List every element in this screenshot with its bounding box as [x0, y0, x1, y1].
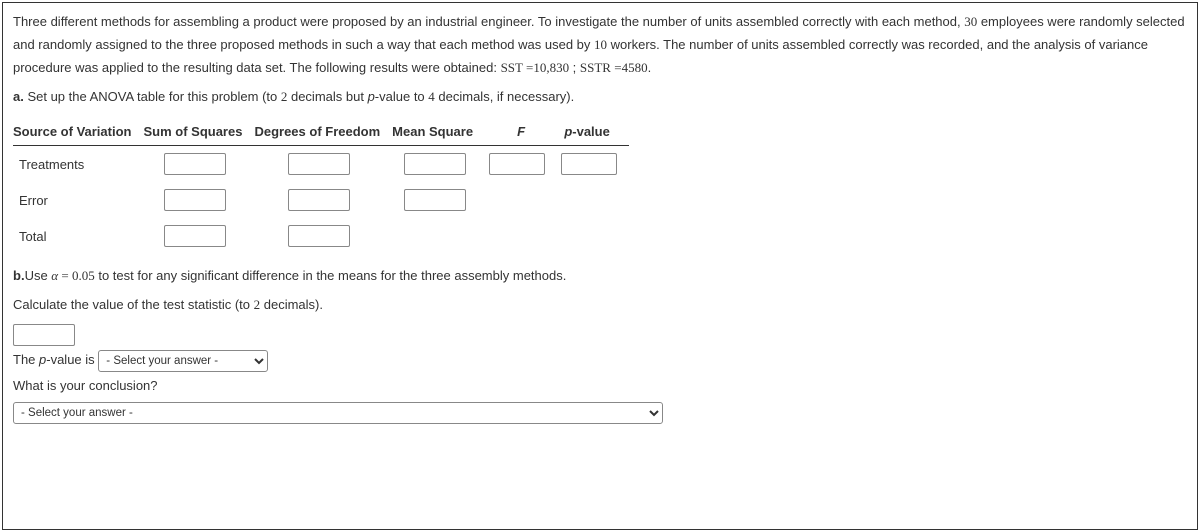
part-b-instruction: b.Use α = 0.05 to test for any significa… — [13, 264, 1187, 287]
label-error: Error — [13, 182, 143, 218]
header-pvalue: p-value — [557, 118, 629, 146]
header-df: Degrees of Freedom — [254, 118, 392, 146]
input-total-df[interactable] — [288, 225, 350, 247]
input-treatments-ss[interactable] — [164, 153, 226, 175]
input-error-ss[interactable] — [164, 189, 226, 211]
sst-semicolon: ; — [569, 60, 580, 75]
part-b-prefix: b. — [13, 268, 25, 283]
input-treatments-df[interactable] — [288, 153, 350, 175]
select-conclusion[interactable]: - Select your answer - — [13, 402, 663, 424]
input-treatments-ms[interactable] — [404, 153, 466, 175]
row-total: Total — [13, 218, 629, 254]
pvalue-suffix: -value is — [46, 352, 94, 367]
pvalue-prefix: The — [13, 352, 39, 367]
part-a-prefix: a. — [13, 89, 24, 104]
label-total: Total — [13, 218, 143, 254]
part-a-p: p — [368, 89, 375, 104]
conclusion-row: - Select your answer - — [13, 400, 1187, 424]
input-total-ss[interactable] — [164, 225, 226, 247]
alpha-eq: = — [58, 268, 72, 283]
part-b-text-1: to test for any significant difference i… — [95, 268, 567, 283]
calc-text-2: decimals). — [260, 297, 323, 312]
part-a-instruction: a. Set up the ANOVA table for this probl… — [13, 87, 1187, 108]
input-error-df[interactable] — [288, 189, 350, 211]
part-a-text-4: decimals, if necessary). — [435, 89, 574, 104]
header-f: F — [485, 118, 557, 146]
header-source: Source of Variation — [13, 118, 143, 146]
calc-instruction: Calculate the value of the test statisti… — [13, 293, 1187, 316]
part-a-text-3: -value to — [375, 89, 428, 104]
n-employees: 30 — [964, 14, 977, 29]
intro-text-1: Three different methods for assembling a… — [13, 14, 964, 29]
calc-text-1: Calculate the value of the test statisti… — [13, 297, 254, 312]
sstr-value: 4580 — [622, 60, 648, 75]
sstr-period: . — [648, 60, 652, 75]
pvalue-row: The p-value is - Select your answer - — [13, 348, 1187, 372]
input-error-ms[interactable] — [404, 189, 466, 211]
part-a-text-2: decimals but — [287, 89, 367, 104]
input-treatments-p[interactable] — [561, 153, 617, 175]
part-b-use: Use — [25, 268, 52, 283]
sst-value: 10,830 — [533, 60, 569, 75]
header-ms: Mean Square — [392, 118, 485, 146]
header-ss: Sum of Squares — [143, 118, 254, 146]
row-treatments: Treatments — [13, 146, 629, 183]
sst-label: SST = — [501, 60, 534, 75]
conclusion-question: What is your conclusion? — [13, 374, 1187, 397]
input-test-statistic[interactable] — [13, 324, 75, 346]
row-error: Error — [13, 182, 629, 218]
alpha-value: 0.05 — [72, 268, 95, 283]
input-treatments-f[interactable] — [489, 153, 545, 175]
select-pvalue[interactable]: - Select your answer - — [98, 350, 268, 372]
part-b-section: b.Use α = 0.05 to test for any significa… — [13, 264, 1187, 424]
problem-statement: Three different methods for assembling a… — [13, 11, 1187, 79]
n-workers: 10 — [594, 37, 607, 52]
label-treatments: Treatments — [13, 146, 143, 183]
part-a-text-1: Set up the ANOVA table for this problem … — [24, 89, 281, 104]
sstr-label: SSTR = — [580, 60, 622, 75]
anova-table: Source of Variation Sum of Squares Degre… — [13, 118, 629, 254]
problem-container: Three different methods for assembling a… — [2, 2, 1198, 530]
test-stat-row — [13, 323, 1187, 346]
